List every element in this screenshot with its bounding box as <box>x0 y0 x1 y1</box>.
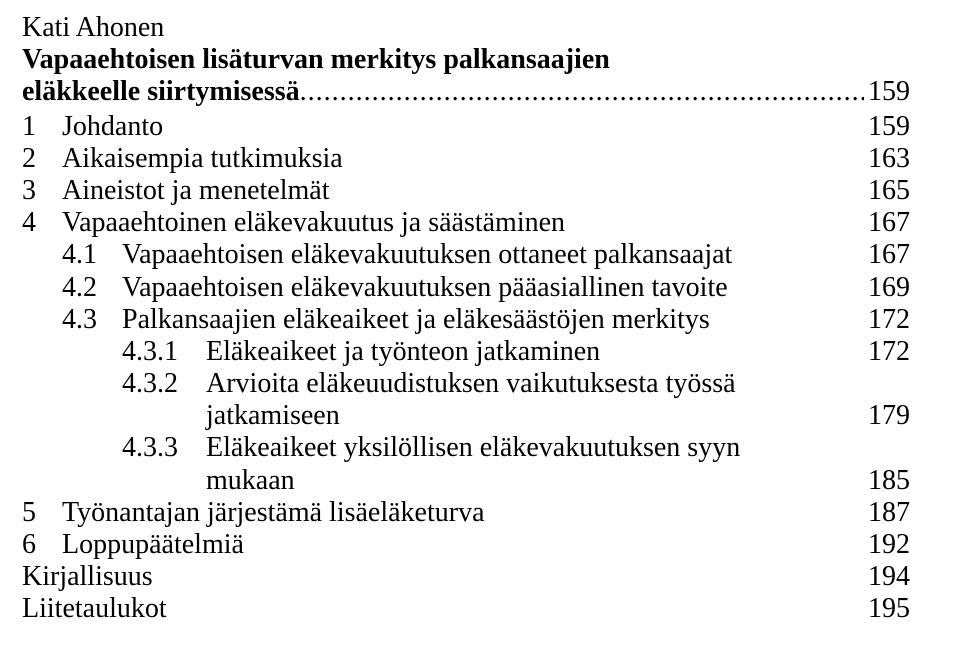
article-title-line2-text: eläkkeelle siirtymisessä <box>22 76 300 108</box>
toc-entry: Liitetaulukot 195 <box>22 593 910 625</box>
toc-label: Eläkeaikeet yksilöllisen eläkevakuutukse… <box>206 432 836 464</box>
toc-entry: 4.1 Vapaaehtoisen eläkevakuutuksen ottan… <box>22 239 910 271</box>
toc-page: 172 <box>836 304 910 336</box>
toc-number: 4.1 <box>62 239 122 271</box>
toc-page: 165 <box>836 175 910 207</box>
toc-number: 4.3.3 <box>122 432 206 464</box>
toc-entry: 6 Loppupäätelmiä 192 <box>22 529 910 561</box>
toc-number: 4.3.2 <box>122 368 206 400</box>
toc-label: Vapaaehtoisen eläkevakuutuksen ottaneet … <box>122 239 836 271</box>
toc-entry: 5 Työnantajan järjestämä lisäeläketurva … <box>22 497 910 529</box>
toc-label: Johdanto <box>62 111 836 143</box>
toc-entry: 2 Aikaisempia tutkimuksia 163 <box>22 143 910 175</box>
toc-entry: 4 Vapaaehtoinen eläkevakuutus ja säästäm… <box>22 207 910 239</box>
toc-entry: 1 Johdanto 159 <box>22 111 910 143</box>
toc-label: Liitetaulukot <box>22 593 836 625</box>
toc-entry: 3 Aineistot ja menetelmät 165 <box>22 175 910 207</box>
toc-number: 4 <box>22 207 62 239</box>
toc-number: 3 <box>22 175 62 207</box>
toc-label: jatkamiseen <box>206 400 836 432</box>
toc-label: Loppupäätelmiä <box>62 529 836 561</box>
toc-entry-continuation: jatkamiseen 179 <box>22 400 910 432</box>
toc-page: 179 <box>836 400 910 432</box>
toc-entry-continuation: mukaan 185 <box>22 465 910 497</box>
article-title-line1: Vapaaehtoisen lisäturvan merkitys palkan… <box>22 44 910 76</box>
author-name: Kati Ahonen <box>22 12 910 44</box>
article-title-line2: eläkkeelle siirtymisessä ...............… <box>22 76 910 108</box>
toc-label: Kirjallisuus <box>22 561 836 593</box>
toc-label: Vapaaehtoinen eläkevakuutus ja säästämin… <box>62 207 836 239</box>
toc-label: mukaan <box>206 465 836 497</box>
table-of-contents: 1 Johdanto 159 2 Aikaisempia tutkimuksia… <box>22 111 910 626</box>
toc-page: 167 <box>836 239 910 271</box>
toc-entry: 4.3.2 Arvioita eläkeuudistuksen vaikutuk… <box>22 368 910 400</box>
toc-page: 172 <box>836 336 910 368</box>
toc-label: Vapaaehtoisen eläkevakuutuksen pääasiall… <box>122 272 836 304</box>
toc-entry: 4.3.1 Eläkeaikeet ja työnteon jatkaminen… <box>22 336 910 368</box>
toc-number: 2 <box>22 143 62 175</box>
toc-label: Aineistot ja menetelmät <box>62 175 836 207</box>
document-page: Kati Ahonen Vapaaehtoisen lisäturvan mer… <box>0 0 960 646</box>
toc-page: 185 <box>836 465 910 497</box>
toc-entry: Kirjallisuus 194 <box>22 561 910 593</box>
toc-entry: 4.3.3 Eläkeaikeet yksilöllisen eläkevaku… <box>22 432 910 464</box>
toc-page: 192 <box>836 529 910 561</box>
toc-number: 1 <box>22 111 62 143</box>
toc-label: Työnantajan järjestämä lisäeläketurva <box>62 497 836 529</box>
toc-entry: 4.2 Vapaaehtoisen eläkevakuutuksen pääas… <box>22 272 910 304</box>
toc-label: Aikaisempia tutkimuksia <box>62 143 836 175</box>
leader-dots: ........................................… <box>300 76 864 108</box>
toc-label: Eläkeaikeet ja työnteon jatkaminen <box>206 336 836 368</box>
toc-label: Palkansaajien eläkeaikeet ja eläkesäästö… <box>122 304 836 336</box>
toc-page: 169 <box>836 272 910 304</box>
toc-page: 159 <box>836 111 910 143</box>
toc-page: 194 <box>836 561 910 593</box>
toc-page: 167 <box>836 207 910 239</box>
toc-entry: 4.3 Palkansaajien eläkeaikeet ja eläkesä… <box>22 304 910 336</box>
toc-number: 4.2 <box>62 272 122 304</box>
toc-number: 6 <box>22 529 62 561</box>
toc-label: Arvioita eläkeuudistuksen vaikutuksesta … <box>206 368 836 400</box>
toc-page: 195 <box>836 593 910 625</box>
toc-number: 4.3.1 <box>122 336 206 368</box>
toc-page: 187 <box>836 497 910 529</box>
toc-page: 163 <box>836 143 910 175</box>
toc-number: 5 <box>22 497 62 529</box>
article-title-page: 159 <box>864 76 910 108</box>
toc-number: 4.3 <box>62 304 122 336</box>
